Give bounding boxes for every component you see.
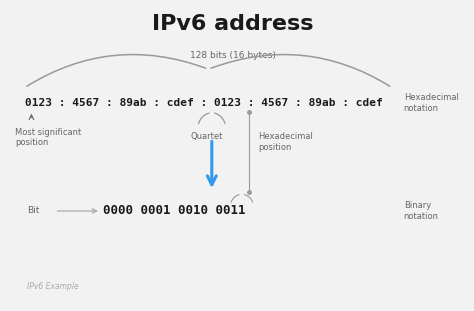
Text: Hexadecimal
notation: Hexadecimal notation	[404, 93, 459, 113]
Text: Most significant
position: Most significant position	[15, 128, 82, 147]
Text: Binary
notation: Binary notation	[404, 201, 439, 221]
Text: IPv6 address: IPv6 address	[152, 14, 313, 34]
Text: Quartet: Quartet	[191, 132, 223, 142]
Text: Hexadecimal
position: Hexadecimal position	[258, 132, 313, 152]
Text: IPv6 Example: IPv6 Example	[27, 282, 79, 291]
Text: 128 bits (16 bytes): 128 bits (16 bytes)	[190, 51, 275, 60]
Text: 0000 0001 0010 0011: 0000 0001 0010 0011	[103, 204, 246, 217]
Text: 0123 : 4567 : 89ab : cdef : 0123 : 4567 : 89ab : cdef: 0123 : 4567 : 89ab : cdef : 0123 : 4567 …	[25, 98, 382, 108]
Text: Bit: Bit	[27, 207, 39, 216]
